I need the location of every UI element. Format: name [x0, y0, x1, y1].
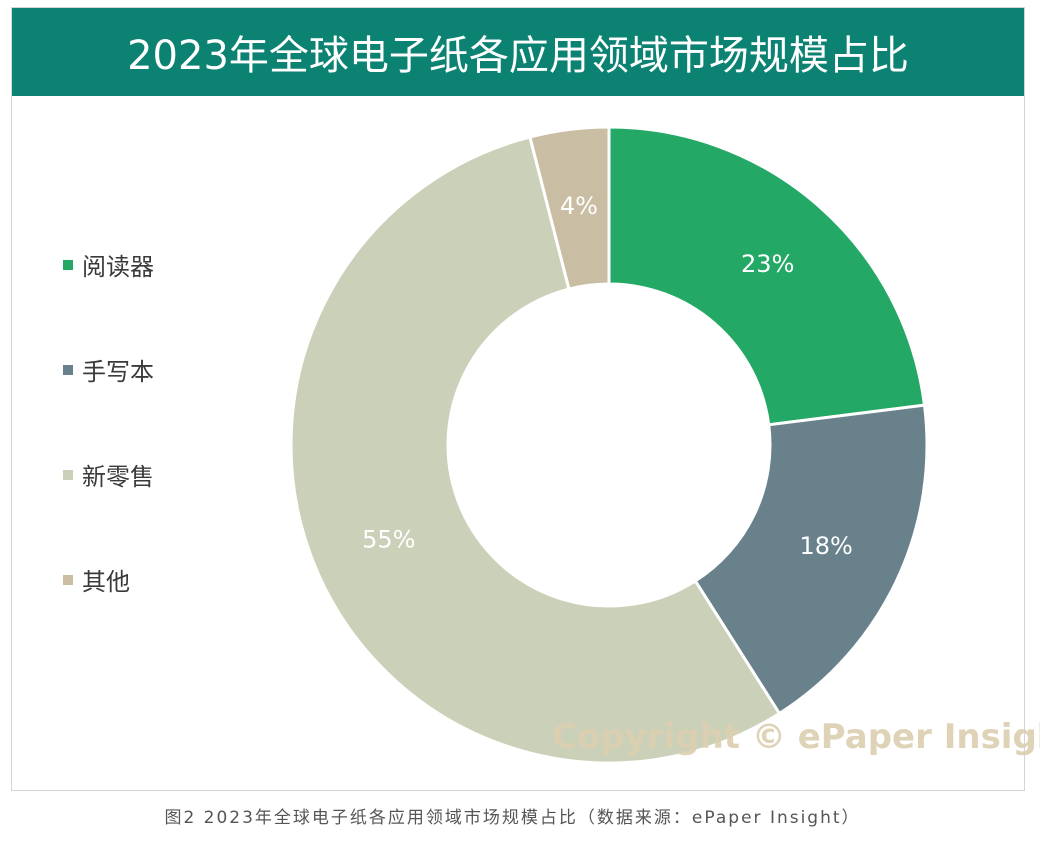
chart-title: 2023年全球电子纸各应用领域市场规模占比 [127, 33, 909, 79]
figure-caption: 图2 2023年全球电子纸各应用领域市场规模占比（数据来源：ePaper Ins… [164, 808, 861, 828]
legend-swatch-other [63, 574, 73, 585]
legend-label-notebook: 手写本 [82, 358, 154, 386]
legend: 阅读器 手写本 新零售 其他 [63, 212, 154, 632]
legend-swatch-reader [63, 259, 73, 270]
slice-notebook [693, 403, 929, 716]
legend-item-retail: 新零售 [63, 422, 154, 527]
legend-swatch-notebook [63, 364, 73, 375]
legend-swatch-retail [63, 469, 73, 480]
slice-reader [607, 125, 927, 427]
data-label-notebook: 18% [799, 532, 852, 560]
title-bar: 2023年全球电子纸各应用领域市场规模占比 [12, 8, 1024, 96]
legend-item-other: 其他 [63, 527, 154, 632]
data-label-reader: 23% [741, 250, 794, 278]
slice-other [528, 125, 611, 291]
data-label-other: 4% [560, 192, 598, 220]
legend-item-reader: 阅读器 [63, 212, 154, 317]
slice-retail [289, 135, 782, 765]
legend-label-retail: 新零售 [82, 463, 154, 491]
legend-item-notebook: 手写本 [63, 317, 154, 422]
data-label-retail: 55% [362, 525, 415, 553]
legend-label-reader: 阅读器 [82, 253, 154, 281]
legend-label-other: 其他 [82, 568, 130, 596]
copyright-watermark: Copyright © ePaper Insight [552, 717, 1040, 757]
